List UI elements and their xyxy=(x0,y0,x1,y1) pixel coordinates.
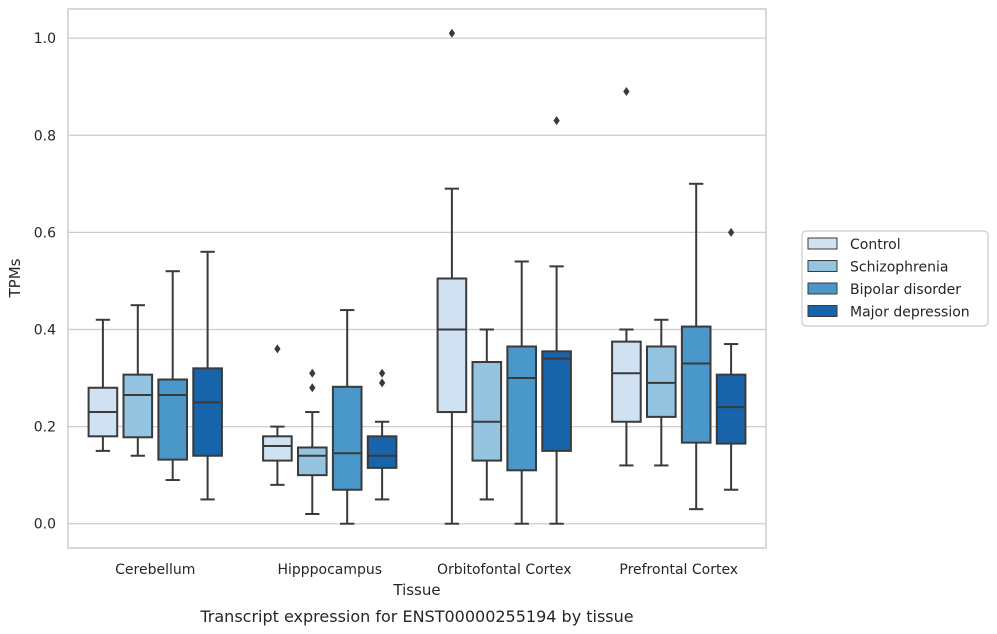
box-1-2 xyxy=(471,328,503,501)
x-axis-label: Tissue xyxy=(392,581,440,599)
legend-label: Major depression xyxy=(850,305,970,321)
box-2-3 xyxy=(680,182,712,511)
y-tick-label: 1.0 xyxy=(34,31,56,47)
outlier-point xyxy=(623,87,630,97)
box-3-3 xyxy=(715,227,747,491)
legend-swatch xyxy=(807,237,838,250)
legend-swatch xyxy=(807,260,838,272)
box-0-1 xyxy=(262,344,293,486)
outlier-point xyxy=(378,378,386,388)
plot-area-frame xyxy=(67,8,767,549)
box-iqr xyxy=(366,435,398,469)
box-2-2 xyxy=(506,260,538,525)
x-tick-labels: Cerebellum Hipppocampus Orbitofontal Corte… xyxy=(115,562,738,578)
box-1-0 xyxy=(122,304,154,457)
x-tick-label: Prefrontal Cortex xyxy=(619,562,738,578)
box-iqr xyxy=(715,373,747,445)
box-iqr xyxy=(122,373,154,439)
box-iqr xyxy=(506,345,538,472)
x-tick-label: Cerebellum xyxy=(115,562,195,578)
box-iqr xyxy=(436,277,468,414)
box-iqr xyxy=(296,446,328,477)
y-tick-label: 0.0 xyxy=(34,517,56,533)
box-2-1 xyxy=(331,309,363,525)
box-iqr xyxy=(645,345,677,418)
box-0-0 xyxy=(87,318,119,452)
y-tick-label: 0.2 xyxy=(34,420,56,436)
outlier-point xyxy=(553,116,560,126)
box-iqr xyxy=(192,367,223,457)
box-0-2 xyxy=(436,28,468,525)
box-iqr xyxy=(471,361,503,462)
box-1-3 xyxy=(645,318,677,467)
legend-swatch xyxy=(807,282,838,295)
y-tick-label: 0.8 xyxy=(34,128,56,144)
x-tick-label: Orbitofontal Cortex xyxy=(437,562,572,578)
box-iqr xyxy=(611,340,642,423)
box-groups xyxy=(87,28,747,525)
box-0-3 xyxy=(611,87,642,467)
box-iqr xyxy=(331,385,363,491)
box-3-2 xyxy=(541,116,572,525)
y-axis-label: TPMs xyxy=(6,258,24,298)
legend-frame xyxy=(801,230,989,327)
box-3-1 xyxy=(366,368,398,501)
outlier-point xyxy=(727,227,735,237)
outlier-point xyxy=(448,28,456,38)
outlier-point xyxy=(274,344,281,354)
outlier-point xyxy=(309,368,316,378)
legend-label: Schizophrenia xyxy=(850,260,948,276)
box-2-0 xyxy=(157,270,189,482)
x-tick-label: Hipppocampus xyxy=(277,562,382,578)
legend-label: Control xyxy=(850,237,901,253)
y-tick-labels: 0.0 0.2 0.4 0.6 0.8 1.0 xyxy=(34,31,56,533)
outlier-point xyxy=(309,383,316,393)
legend-swatch xyxy=(807,305,838,317)
box-1-1 xyxy=(296,368,328,516)
y-tick-label: 0.6 xyxy=(34,225,56,241)
box-iqr xyxy=(680,325,712,444)
box-iqr xyxy=(541,350,572,452)
chart-caption: Transcript expression for ENST0000025519… xyxy=(199,607,633,626)
box-iqr xyxy=(157,378,189,461)
y-tick-label: 0.4 xyxy=(34,322,56,338)
box-iqr xyxy=(262,435,293,462)
legend: Control Schizophrenia Bipolar disorder Majo… xyxy=(801,230,989,327)
legend-label: Bipolar disorder xyxy=(850,282,961,298)
box-3-0 xyxy=(192,250,223,501)
outlier-point xyxy=(378,368,386,378)
